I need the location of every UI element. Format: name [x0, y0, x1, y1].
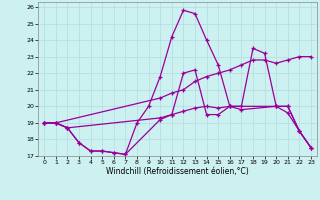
X-axis label: Windchill (Refroidissement éolien,°C): Windchill (Refroidissement éolien,°C) — [106, 167, 249, 176]
